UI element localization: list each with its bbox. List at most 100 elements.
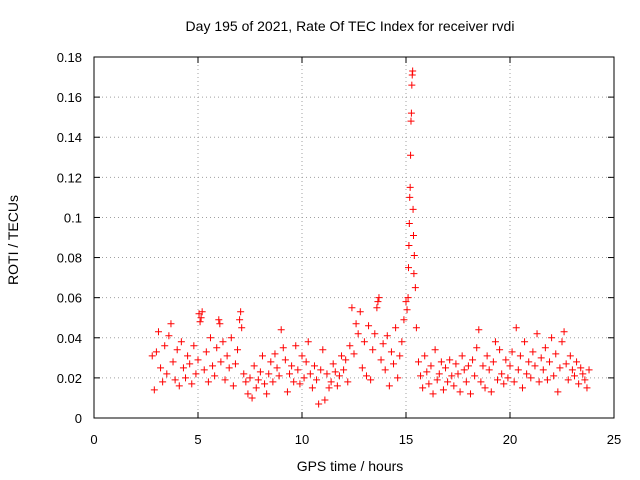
data-point xyxy=(414,358,422,366)
data-point xyxy=(238,324,246,332)
data-point xyxy=(229,382,237,390)
data-point xyxy=(471,372,479,380)
data-point xyxy=(427,362,435,370)
data-point xyxy=(407,109,415,117)
data-point xyxy=(527,374,535,382)
data-point xyxy=(310,362,318,370)
data-point xyxy=(157,364,165,372)
data-point xyxy=(171,376,179,384)
data-point xyxy=(405,242,413,250)
data-point xyxy=(483,352,491,360)
plot-frame xyxy=(93,56,615,419)
data-point xyxy=(308,384,316,392)
data-point xyxy=(404,294,412,302)
data-point xyxy=(234,346,242,354)
data-point xyxy=(379,340,387,348)
data-point xyxy=(161,342,169,350)
data-point xyxy=(456,388,464,396)
data-point xyxy=(325,384,333,392)
data-point xyxy=(533,330,541,338)
data-point xyxy=(215,316,223,324)
data-point xyxy=(283,388,291,396)
data-point xyxy=(377,356,385,364)
data-point xyxy=(338,352,346,360)
data-point xyxy=(412,324,420,332)
data-point xyxy=(344,378,352,386)
data-point xyxy=(265,370,273,378)
data-point xyxy=(211,372,219,380)
data-point xyxy=(521,338,529,346)
grid xyxy=(94,57,614,418)
data-point xyxy=(354,330,362,338)
data-point xyxy=(433,376,441,384)
data-point xyxy=(290,378,298,386)
data-point xyxy=(204,378,212,386)
data-point xyxy=(159,378,167,386)
data-point xyxy=(442,364,450,372)
data-point xyxy=(383,332,391,340)
data-point xyxy=(340,366,348,374)
data-point xyxy=(564,376,572,384)
data-point xyxy=(182,374,190,382)
data-point xyxy=(444,378,452,386)
data-point xyxy=(408,81,416,89)
data-point xyxy=(304,338,312,346)
y-tick-label: 0.06 xyxy=(57,291,82,306)
data-point xyxy=(518,384,526,392)
y-tick-label: 0.1 xyxy=(64,210,82,225)
data-point xyxy=(250,362,258,370)
data-point xyxy=(248,394,256,402)
y-tick-label: 0 xyxy=(75,411,82,426)
y-tick-label: 0.12 xyxy=(57,170,82,185)
data-point xyxy=(246,374,254,382)
data-point xyxy=(381,366,389,374)
data-point xyxy=(150,386,158,394)
x-tick-label: 15 xyxy=(399,432,413,447)
data-point xyxy=(556,364,564,372)
data-point xyxy=(365,322,373,330)
data-point xyxy=(217,358,225,366)
data-point xyxy=(417,372,425,380)
data-point xyxy=(190,342,198,350)
data-point xyxy=(531,362,539,370)
data-point xyxy=(512,324,520,332)
data-point xyxy=(356,308,364,316)
data-point xyxy=(448,372,456,380)
data-point xyxy=(374,298,382,306)
data-point xyxy=(421,352,429,360)
data-point xyxy=(256,368,264,376)
data-point xyxy=(489,358,497,366)
data-point xyxy=(425,380,433,388)
data-point xyxy=(369,346,377,354)
data-point xyxy=(152,348,160,356)
data-point xyxy=(477,378,485,386)
data-point xyxy=(402,298,410,306)
x-axis-label: GPS time / hours xyxy=(297,458,404,474)
data-point xyxy=(206,334,214,342)
data-point xyxy=(541,344,549,352)
data-point xyxy=(516,352,524,360)
data-point xyxy=(409,205,417,213)
data-point xyxy=(546,358,554,366)
data-point xyxy=(192,370,200,378)
data-point xyxy=(543,376,551,384)
chart-title: Day 195 of 2021, Rate Of TEC Index for r… xyxy=(186,18,515,34)
data-point xyxy=(292,342,300,350)
data-point xyxy=(407,117,415,125)
data-point xyxy=(539,366,547,374)
data-point xyxy=(496,346,504,354)
data-point xyxy=(411,284,419,292)
data-point xyxy=(188,380,196,388)
data-point xyxy=(231,360,239,368)
data-point xyxy=(431,346,439,354)
data-point xyxy=(460,366,468,374)
y-tick-label: 0.16 xyxy=(57,90,82,105)
data-point xyxy=(537,354,545,362)
data-point xyxy=(179,364,187,372)
data-point xyxy=(184,352,192,360)
data-point xyxy=(197,314,205,322)
data-point xyxy=(554,388,562,396)
data-point xyxy=(390,360,398,368)
data-point xyxy=(469,356,477,364)
